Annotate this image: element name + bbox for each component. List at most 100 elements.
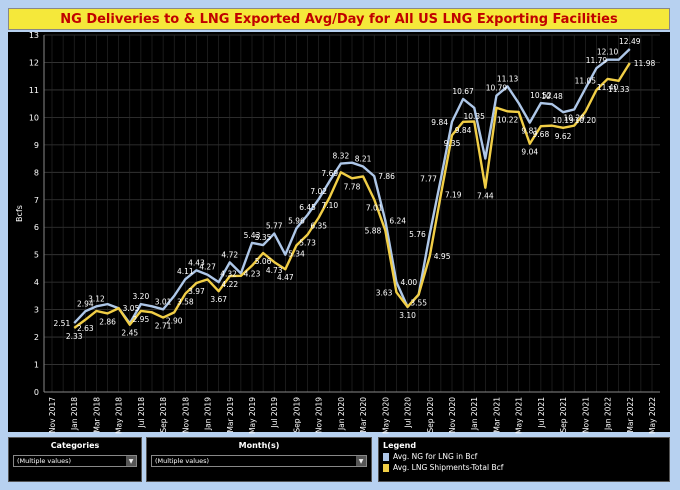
data-label: 3.55: [410, 299, 427, 308]
data-label: 2.63: [77, 324, 94, 333]
x-tick-label: Mar 2018: [92, 397, 101, 433]
data-label: 2.94: [77, 299, 94, 308]
data-label: 9.81: [521, 127, 538, 136]
data-label: 4.95: [434, 252, 451, 261]
data-label: 5.73: [299, 239, 316, 248]
categories-filter-title: Categories: [50, 441, 100, 450]
data-label: 10.48: [541, 92, 563, 101]
legend: Legend Avg. NG for LNG in Bcf Avg. LNG S…: [378, 437, 670, 482]
x-tick-label: May 2018: [115, 397, 124, 434]
y-tick-label: 13: [29, 31, 39, 40]
data-label: 4.72: [221, 250, 238, 259]
chart-title: NG Deliveries to & LNG Exported Avg/Day …: [8, 8, 670, 30]
data-label: 9.84: [455, 126, 472, 135]
data-label: 3.01: [155, 297, 172, 306]
data-label: 2.86: [99, 317, 116, 326]
categories-filter[interactable]: Categories (Multiple values) ▼: [8, 437, 142, 482]
legend-item-ng[interactable]: Avg. NG for LNG in Bcf: [383, 452, 669, 461]
data-label: 12.49: [619, 37, 641, 46]
y-axis-title: Bcfs: [15, 205, 24, 222]
legend-item-lng[interactable]: Avg. LNG Shipments-Total Bcf: [383, 463, 669, 472]
data-label: 5.34: [288, 249, 305, 258]
data-label: 3.63: [376, 288, 393, 297]
data-label: 10.29: [563, 113, 585, 122]
data-label: 2.51: [54, 319, 71, 328]
x-tick-label: Nov 2021: [581, 397, 590, 433]
data-label: 7.19: [445, 191, 462, 200]
data-label: 11.98: [634, 59, 656, 68]
data-label: 4.11: [177, 267, 194, 276]
months-select-value: (Multiple values): [155, 457, 210, 465]
y-tick-label: 3: [34, 306, 39, 315]
x-tick-label: May 2019: [248, 397, 257, 434]
data-label: 3.97: [188, 287, 205, 296]
x-tick-label: Jul 2020: [404, 397, 413, 429]
data-label: 9.84: [431, 118, 448, 127]
data-label: 4.00: [400, 278, 417, 287]
y-tick-label: 12: [29, 58, 39, 67]
data-label: 10.22: [497, 115, 519, 124]
data-label: 5.77: [266, 222, 283, 231]
data-label: 3.20: [133, 292, 150, 301]
data-label: 4.27: [199, 263, 216, 272]
data-label: 3.67: [210, 295, 227, 304]
y-tick-label: 5: [34, 251, 39, 260]
x-tick-label: May 2020: [381, 397, 390, 434]
data-label: 4.73: [266, 266, 283, 275]
data-label: 4.47: [277, 273, 294, 282]
x-tick-label: Jan 2019: [204, 397, 213, 431]
x-tick-label: Mar 2021: [492, 397, 501, 433]
data-label: 2.90: [166, 316, 183, 325]
data-label: 5.76: [409, 230, 426, 239]
data-label: 5.06: [255, 257, 272, 266]
data-label: 9.04: [521, 148, 538, 157]
legend-title: Legend: [383, 441, 417, 450]
months-filter[interactable]: Month(s) (Multiple values) ▼: [146, 437, 372, 482]
chevron-down-icon[interactable]: ▼: [126, 456, 136, 466]
x-tick-label: Jan 2022: [604, 397, 613, 431]
x-tick-label: Sep 2021: [559, 397, 568, 433]
y-tick-label: 0: [34, 388, 39, 397]
x-tick-label: Jan 2018: [70, 397, 79, 431]
data-label: 2.95: [133, 315, 150, 324]
data-label: 6.24: [389, 217, 406, 226]
data-label: 5.35: [255, 233, 272, 242]
data-label: 3.58: [177, 298, 194, 307]
y-tick-label: 4: [34, 278, 39, 287]
months-select[interactable]: (Multiple values) ▼: [151, 455, 367, 467]
data-label: 9.62: [555, 132, 572, 141]
x-tick-label: Jul 2021: [537, 397, 546, 429]
data-label: 10.79: [486, 84, 508, 93]
data-label: 2.33: [66, 332, 83, 341]
data-label: 7.86: [378, 172, 395, 181]
data-label: 10.35: [463, 112, 485, 121]
x-tick-label: Nov 2020: [448, 397, 457, 433]
data-label: 6.45: [299, 203, 316, 212]
data-label: 11.79: [586, 56, 608, 65]
legend-label-ng: Avg. NG for LNG in Bcf: [393, 452, 478, 461]
data-label: 11.13: [497, 74, 519, 83]
y-tick-label: 11: [29, 86, 39, 95]
data-label: 10.67: [452, 87, 474, 96]
data-label: 10.52: [530, 91, 552, 100]
data-label: 7.01: [366, 203, 383, 212]
data-label: 2.45: [121, 329, 138, 338]
y-tick-label: 7: [34, 196, 39, 205]
x-tick-label: Sep 2018: [159, 397, 168, 433]
x-tick-label: Mar 2019: [226, 397, 235, 433]
x-tick-label: May 2022: [648, 397, 657, 434]
data-label: 11.40: [597, 83, 619, 92]
data-label: 9.35: [444, 139, 461, 148]
x-tick-label: Jul 2018: [137, 397, 146, 429]
x-tick-label: Nov 2018: [181, 397, 190, 433]
y-tick-label: 6: [34, 223, 39, 232]
y-tick-label: 10: [29, 113, 39, 122]
data-label: 3.12: [88, 294, 105, 303]
data-label: 10.19: [552, 116, 574, 125]
chevron-down-icon[interactable]: ▼: [356, 456, 366, 466]
data-label: 3.05: [123, 304, 140, 313]
legend-swatch-lng: [383, 463, 389, 472]
legend-swatch-ng: [383, 452, 389, 461]
data-label: 10.20: [575, 116, 597, 125]
categories-select[interactable]: (Multiple values) ▼: [13, 455, 137, 467]
